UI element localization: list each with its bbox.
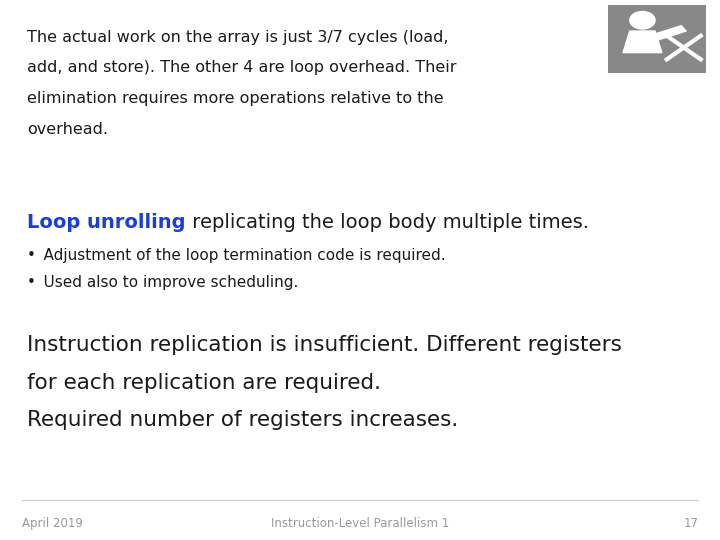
Text: for each replication are required.: for each replication are required. [27,373,382,393]
Text: Required number of registers increases.: Required number of registers increases. [27,410,459,430]
Text: • Used also to improve scheduling.: • Used also to improve scheduling. [27,275,299,291]
Text: The actual work on the array is just 3/7 cycles (load,: The actual work on the array is just 3/7… [27,30,449,45]
Text: elimination requires more operations relative to the: elimination requires more operations rel… [27,91,444,106]
Polygon shape [623,31,662,52]
Text: Instruction replication is insufficient. Different registers: Instruction replication is insufficient.… [27,335,622,355]
Text: Loop unrolling: Loop unrolling [27,213,186,232]
Text: April 2019: April 2019 [22,517,83,530]
Polygon shape [649,25,686,41]
Text: replicating the loop body multiple times.: replicating the loop body multiple times… [186,213,589,232]
Text: Instruction-Level Parallelism 1: Instruction-Level Parallelism 1 [271,517,449,530]
Text: • Adjustment of the loop termination code is required.: • Adjustment of the loop termination cod… [27,248,446,264]
Circle shape [630,11,655,29]
Text: overhead.: overhead. [27,122,108,137]
Text: 17: 17 [683,517,698,530]
Text: add, and store). The other 4 are loop overhead. Their: add, and store). The other 4 are loop ov… [27,60,457,76]
